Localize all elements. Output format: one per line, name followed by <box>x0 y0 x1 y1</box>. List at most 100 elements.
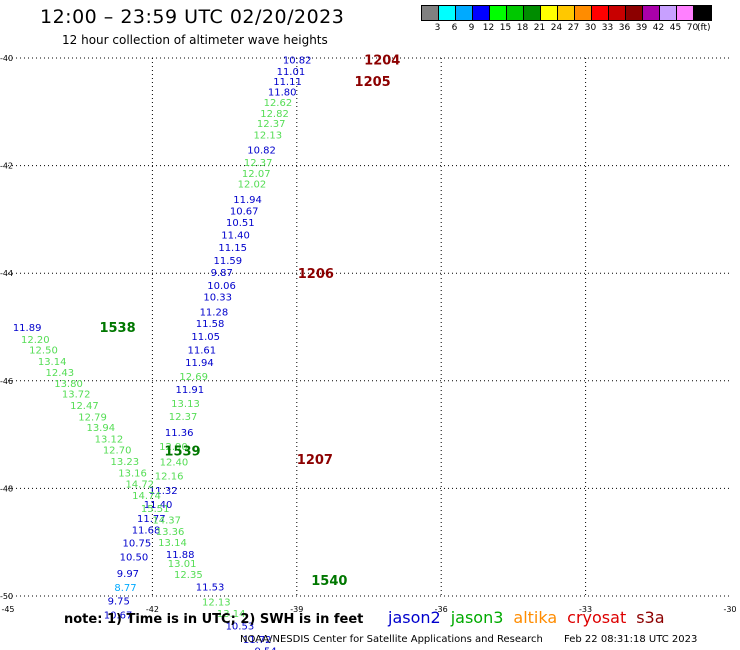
wave-height-point: 9.97 <box>117 569 139 580</box>
legend-swatch-row <box>421 5 712 21</box>
wave-height-point: 11.94 <box>185 358 214 369</box>
wave-height-point: 9.54 <box>254 646 276 650</box>
wave-height-point: 12.69 <box>179 372 208 383</box>
y-tick-label: -42 <box>0 162 13 171</box>
legend-label: 30 <box>584 23 597 33</box>
legend-label: 33 <box>601 23 614 33</box>
legend-swatch <box>609 6 626 20</box>
y-tick-label: -50 <box>0 592 13 601</box>
legend-label: 36 <box>618 23 631 33</box>
legend-label-row: 3 6 9 12 15 18 21 24 27 30 33 36 39 42 45 70 (ft) <box>421 21 712 34</box>
legend-label: 27 <box>567 23 580 33</box>
wave-height-point: 11.28 <box>200 307 229 318</box>
wave-height-point: 14.72 <box>125 480 154 491</box>
wave-height-point: 12.37 <box>244 158 273 169</box>
wave-height-point: 15.51 <box>141 504 170 515</box>
wave-height-point: 11.89 <box>13 323 42 334</box>
wave-height-point: 13.14 <box>158 538 187 549</box>
chart-subtitle: 12 hour collection of altimeter wave hei… <box>62 33 328 47</box>
pass-number-label: 1207 <box>297 453 333 468</box>
wave-height-point: 10.51 <box>226 218 255 229</box>
wave-height-point: 11.80 <box>268 87 297 98</box>
wave-height-point: 11.94 <box>233 195 262 206</box>
wave-height-point: 11.53 <box>196 582 225 593</box>
legend-label: 42 <box>652 23 665 33</box>
legend-label: 15 <box>499 23 512 33</box>
wave-height-point: 10.82 <box>283 56 312 67</box>
wave-height-point: 10.67 <box>104 610 133 621</box>
legend-swatch <box>541 6 558 20</box>
chart-title: 12:00 – 23:59 UTC 02/20/2023 <box>40 6 345 28</box>
wave-height-point: 11.01 <box>277 67 306 78</box>
wave-height-points: 10.8211.0111.1111.8012.6212.8212.3712.13… <box>13 56 312 650</box>
wave-height-point: 13.23 <box>111 457 140 468</box>
wave-height-point: 12.35 <box>174 570 203 581</box>
x-tick-label: -30 <box>723 605 736 614</box>
wave-height-point: 10.82 <box>247 145 276 156</box>
legend-label: 3 <box>434 23 441 33</box>
satellite-s3a: s3a <box>636 608 665 627</box>
wave-height-point: 14.74 <box>132 491 161 502</box>
legend-swatch <box>643 6 660 20</box>
footer-note: note: 1) Time is in UTC; 2) SWH is in fe… <box>64 612 364 627</box>
wave-height-point: 11.05 <box>191 332 220 343</box>
wave-height-point: 13.01 <box>168 559 197 570</box>
wave-height-point: 13.14 <box>217 609 246 620</box>
legend-unit: (ft) <box>697 23 711 33</box>
wave-height-point: 12.43 <box>46 368 75 379</box>
wave-height-point: 12.13 <box>253 130 282 141</box>
legend-swatch <box>575 6 592 20</box>
legend-label: 6 <box>451 23 458 33</box>
wave-height-point: 13.12 <box>95 434 124 445</box>
legend-swatch <box>490 6 507 20</box>
wave-height-point: 11.68 <box>132 525 161 536</box>
wave-height-point: 13.16 <box>118 468 147 479</box>
wave-height-point: 11.61 <box>188 346 217 357</box>
legend-swatch <box>456 6 473 20</box>
legend-label: 45 <box>669 23 682 33</box>
satellite-altika: altika <box>513 608 558 627</box>
legend-swatch <box>422 6 439 20</box>
wave-height-point: 10.06 <box>207 281 236 292</box>
wave-height-point: 12.20 <box>21 335 50 346</box>
legend-swatch <box>592 6 609 20</box>
satellite-jason3: jason3 <box>450 608 504 627</box>
pass-number-label: 1204 <box>364 54 400 69</box>
legend-swatch <box>524 6 541 20</box>
wave-height-point: 11.36 <box>165 428 194 439</box>
legend-swatch <box>660 6 677 20</box>
wave-height-point: 9.87 <box>211 268 233 279</box>
wave-height-point: 12.16 <box>155 471 184 482</box>
wave-height-point: 12.50 <box>29 346 58 357</box>
pass-number-label: 1538 <box>99 321 135 336</box>
x-tick-label: -33 <box>579 605 592 614</box>
wave-height-point: 11.88 <box>166 550 195 561</box>
wave-height-point: 13.14 <box>38 357 67 368</box>
wave-height-point: 12.47 <box>70 401 99 412</box>
wave-height-point: 10.75 <box>123 539 152 550</box>
legend-label: 39 <box>635 23 648 33</box>
pass-number-label: 1539 <box>164 445 200 460</box>
wave-height-point: 11.77 <box>137 514 166 525</box>
pass-number-label: 1206 <box>298 267 334 282</box>
wave-height-point: 13.72 <box>62 390 91 401</box>
wave-height-point: 12.79 <box>78 412 107 423</box>
satellite-legend: jason2 jason3 altika cryosat s3a <box>388 608 675 627</box>
wave-height-point: 12.90 <box>159 442 188 453</box>
satellite-jason2: jason2 <box>388 608 441 627</box>
legend-label: 9 <box>468 23 475 33</box>
x-tick-label: -45 <box>1 605 14 614</box>
pass-labels: 1204 1205 1206 1207 1538 1539 1540 <box>99 54 400 589</box>
wave-height-point: 11.72 <box>243 635 272 646</box>
wave-height-point: 8.77 <box>114 583 136 594</box>
wave-height-point: 12.13 <box>202 597 231 608</box>
legend-swatch <box>473 6 490 20</box>
y-tick-label: -40 <box>0 54 13 63</box>
wave-height-point: 9.75 <box>108 596 130 607</box>
satellite-cryosat: cryosat <box>567 608 627 627</box>
legend-swatch <box>694 6 711 20</box>
wave-height-point: 10.50 <box>120 553 149 564</box>
grid-lines <box>8 57 730 597</box>
x-tick-label: -39 <box>290 605 303 614</box>
wave-height-point: 13.94 <box>86 423 115 434</box>
